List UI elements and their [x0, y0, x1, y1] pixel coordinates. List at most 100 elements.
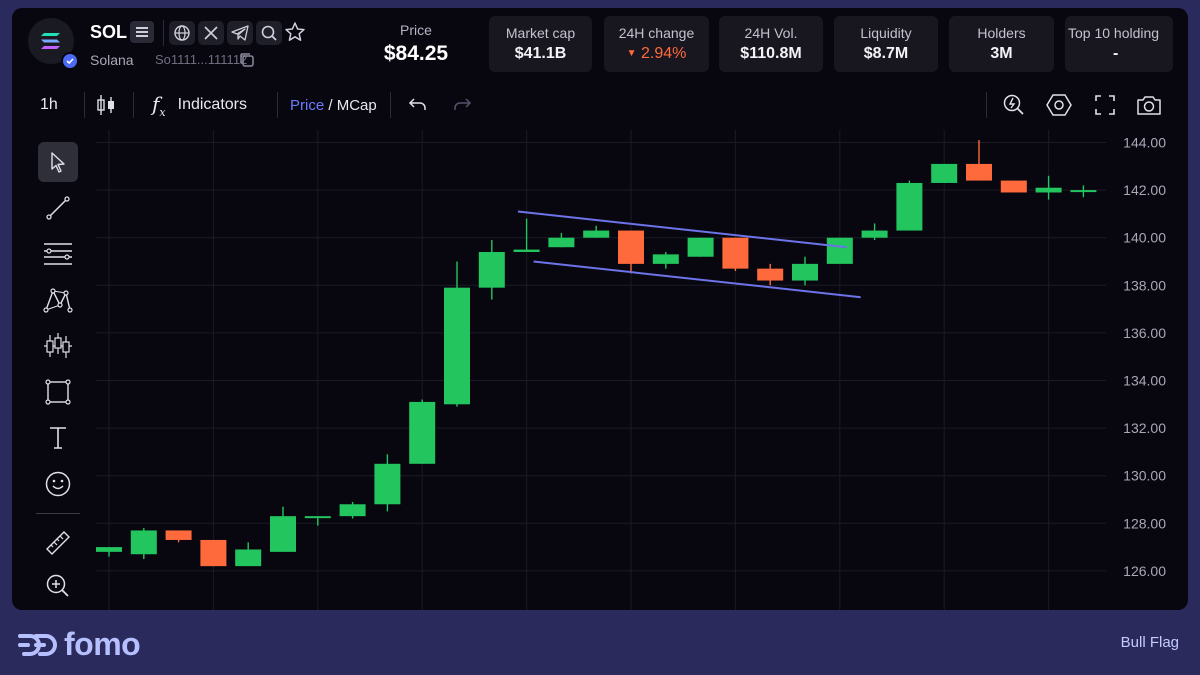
divider [163, 20, 164, 46]
candle [583, 225, 610, 238]
cursor-icon[interactable] [38, 142, 78, 182]
text-icon[interactable] [38, 418, 78, 458]
stat-value: $8.7M [863, 45, 909, 62]
emoji-icon[interactable] [38, 464, 78, 504]
candle-body [966, 163, 992, 181]
candle [548, 232, 575, 248]
price-tick-label: 140.00 [1123, 230, 1166, 246]
price-tick-label: 130.00 [1123, 468, 1166, 484]
candle-body [130, 530, 157, 555]
candle [1035, 175, 1062, 200]
price-tick-label: 128.00 [1123, 515, 1166, 531]
candle [200, 539, 227, 567]
candle [130, 528, 157, 559]
x-twitter-icon[interactable] [198, 21, 224, 45]
candle-body [200, 539, 227, 567]
candle [826, 237, 853, 264]
indicators-button[interactable]: fx Indicators [152, 92, 247, 119]
camera-icon[interactable] [1136, 92, 1162, 118]
stat-value: ▼ 2.94% [604, 45, 709, 63]
candlestick-chart[interactable]: 144.00 142.00 140.00 138.00 136.00 134.00 132.… [96, 130, 1188, 610]
candles [96, 140, 1097, 567]
price-axis: 144.00 142.00 140.00 138.00 136.00 134.00 132.… [1123, 135, 1166, 579]
candle-body [652, 254, 679, 264]
candle [270, 506, 296, 552]
interval-select[interactable]: 1h [40, 96, 58, 113]
stat-value: 3M [990, 45, 1013, 62]
candle-body [513, 249, 540, 252]
candle [861, 223, 888, 241]
chart-grid [96, 130, 1106, 610]
candle-body [792, 263, 818, 281]
candle [235, 542, 262, 567]
candle [1070, 185, 1097, 198]
candle [757, 263, 784, 286]
price-mcap-toggle[interactable]: Price / MCap [290, 92, 377, 118]
candle-body [548, 237, 575, 248]
stat-label: Top 10 holding [1068, 25, 1160, 41]
flag-trendlines [517, 210, 861, 299]
candle-body [165, 530, 192, 540]
price-tick-label: 134.00 [1123, 373, 1166, 389]
trendline-icon[interactable] [38, 188, 78, 228]
stat-value: $41.1B [514, 45, 567, 62]
ruler-icon[interactable] [38, 523, 78, 563]
stat-label: 24H change [618, 25, 695, 41]
zoom-settings-icon[interactable] [1002, 92, 1026, 118]
candle-body [583, 230, 610, 238]
candle [687, 237, 714, 257]
price-toggle[interactable]: Price [290, 96, 325, 114]
candle-body [444, 287, 470, 405]
candle-body [339, 504, 366, 517]
candle [966, 140, 992, 181]
divider [84, 92, 85, 118]
price-tick-label: 136.00 [1123, 325, 1166, 341]
candle-body [304, 516, 331, 519]
redo-icon[interactable] [452, 92, 472, 118]
chart-panel: SOL Solana So1111...111112 Price $84.25 … [12, 8, 1188, 610]
trendline [533, 260, 861, 299]
prediction-icon[interactable] [38, 326, 78, 366]
favorite-star-icon[interactable] [284, 21, 306, 48]
pattern-icon[interactable] [38, 280, 78, 320]
zoom-in-icon[interactable] [38, 566, 78, 606]
candle [792, 256, 818, 286]
candle-body [409, 401, 436, 464]
fib-lines-icon[interactable] [38, 234, 78, 274]
candle-body [478, 251, 505, 288]
candle-body [1070, 190, 1097, 193]
telegram-icon[interactable] [227, 21, 253, 45]
tool-divider [36, 513, 80, 514]
globe-icon[interactable] [169, 21, 195, 45]
stat-liquidity: Liquidity $8.7M [834, 16, 938, 72]
candle [1000, 180, 1027, 193]
candle-icon[interactable] [96, 92, 116, 118]
fomo-brand: fomo [16, 626, 141, 663]
mcap-toggle[interactable]: MCap [336, 96, 377, 114]
candle [513, 218, 540, 252]
price-value: $84.25 [383, 42, 449, 65]
rectangle-icon[interactable] [38, 372, 78, 412]
solana-small-icon [130, 21, 154, 43]
fullscreen-icon[interactable] [1094, 92, 1116, 118]
undo-icon[interactable] [408, 92, 428, 118]
candle-body [757, 268, 784, 281]
pattern-name: Bull Flag [1120, 634, 1179, 651]
candle [896, 180, 923, 231]
candle [339, 501, 366, 519]
token-symbol: SOL [90, 22, 128, 42]
candle-body [861, 230, 888, 238]
stat-label: Liquidity [860, 25, 912, 41]
candle [374, 454, 401, 512]
copy-icon[interactable] [238, 51, 256, 74]
stat-value-text: 2.94% [640, 45, 687, 62]
hexagon-settings-icon[interactable] [1046, 92, 1072, 118]
divider [986, 92, 987, 118]
candle [722, 237, 749, 272]
candle [652, 251, 679, 269]
search-icon[interactable] [256, 21, 282, 45]
candle-body [1000, 180, 1027, 193]
stat-holders: Holders 3M [949, 16, 1054, 72]
candle-body [687, 237, 714, 257]
candle [618, 230, 644, 274]
